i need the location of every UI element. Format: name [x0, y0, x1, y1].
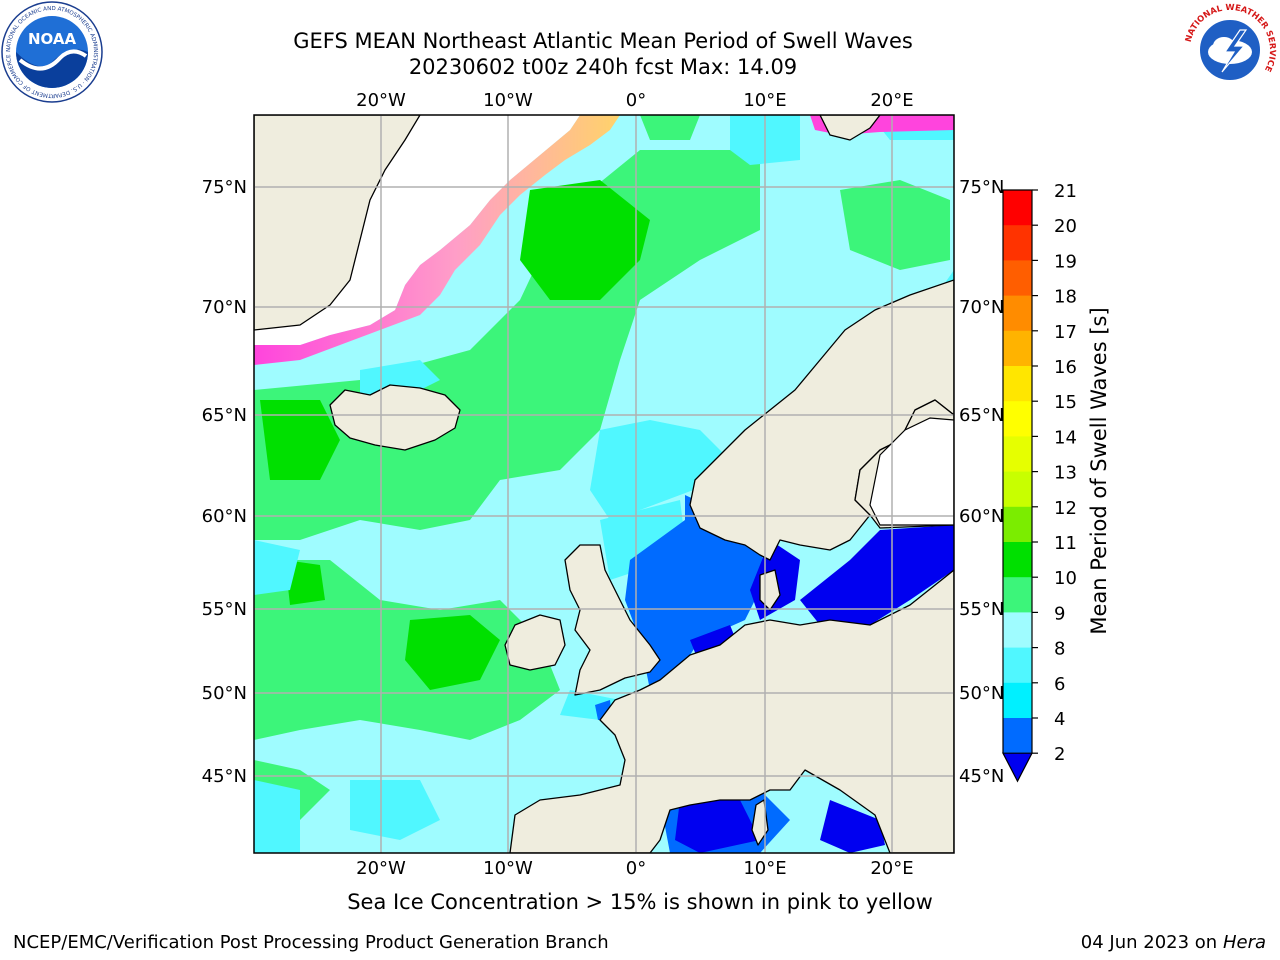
colorbar-segment: [1003, 190, 1032, 226]
nws-logo: NATIONAL WEATHER SERVICE: [1182, 2, 1278, 98]
lon-tick-label-bottom: 10°E: [743, 858, 786, 879]
chart-title: GEFS MEAN Northeast Atlantic Mean Period…: [293, 29, 913, 53]
swell-6-8s-areas: [254, 115, 954, 853]
chart-subtitle: 20230602 t00z 240h fcst Max: 14.09: [408, 55, 798, 79]
lat-labels-left: 75°N 70°N 65°N 60°N 55°N 50°N 45°N: [202, 177, 247, 787]
colorbar-tick-label: 8: [1054, 639, 1065, 660]
lat-tick-label-right: 75°N: [959, 177, 1004, 198]
colorbar-segment: [1003, 718, 1032, 754]
colorbar-label: Mean Period of Swell Waves [s]: [1087, 307, 1111, 634]
lat-tick-label-left: 65°N: [202, 405, 247, 426]
lon-tick-label-bottom: 10°W: [483, 858, 533, 879]
colorbar-tick-label: 18: [1054, 287, 1077, 308]
lon-labels-top: 20°W 10°W 0° 10°E 20°E: [356, 90, 913, 111]
colorbar-segment: [1003, 506, 1032, 543]
lat-tick-label-left: 70°N: [202, 297, 247, 318]
lon-labels-bottom: 20°W 10°W 0° 10°E 20°E: [356, 858, 913, 879]
colorbar-tick-label: 15: [1054, 392, 1077, 413]
lat-tick-label-right: 70°N: [959, 297, 1004, 318]
colorbar-tick-label: 21: [1054, 181, 1077, 202]
lat-tick-label-left: 55°N: [202, 599, 247, 620]
colorbar-segment: [1003, 366, 1032, 402]
footer-date: 04 Jun 2023 on Hera: [1081, 932, 1266, 953]
colorbar-tick-label: 13: [1054, 463, 1077, 484]
colorbar-tick-label: 20: [1054, 216, 1077, 237]
colorbar-segment: [1003, 260, 1032, 297]
lon-tick-label-bottom: 0°: [626, 858, 646, 879]
colorbar-tick-label: 6: [1054, 674, 1065, 695]
lat-tick-label-right: 45°N: [959, 766, 1004, 787]
swell-10-11s-areas: [260, 180, 650, 690]
colorbar-tick-label: 9: [1054, 603, 1065, 624]
lon-tick-label-bottom: 20°W: [356, 858, 406, 879]
colorbar-segment: [1003, 577, 1032, 613]
land-iceland: [329, 384, 461, 451]
colorbar-segment: [1003, 647, 1032, 684]
footer-machine: Hera: [1222, 932, 1266, 953]
land-svalbard: [819, 115, 881, 141]
colorbar-segment: [1003, 612, 1032, 649]
colorbar-segment: [1003, 471, 1032, 508]
lat-tick-label-right: 65°N: [959, 405, 1004, 426]
colorbar-tick-label: 16: [1054, 357, 1077, 378]
land-masses: [254, 115, 954, 853]
lat-tick-label-left: 75°N: [202, 177, 247, 198]
sea-ice-note: Sea Ice Concentration > 15% is shown in …: [347, 890, 933, 914]
map-frame: [253, 114, 955, 854]
colorbar: 21 20 19 18 17 16 15 14 13 12 11 10 9 8 6 4 2: [1002, 181, 1077, 783]
lon-tick-label-top: 20°E: [870, 90, 913, 111]
colorbar-tick-label: 19: [1054, 251, 1077, 272]
land-corsica-sardinia: [751, 799, 769, 846]
lon-tick-label-top: 10°E: [743, 90, 786, 111]
lat-tick-label-left: 45°N: [202, 766, 247, 787]
colorbar-tick-label: 4: [1054, 709, 1065, 730]
footer-date-text: 04 Jun 2023 on: [1080, 932, 1218, 953]
land-continental-europe: [509, 569, 954, 853]
lon-tick-label-top: 10°W: [483, 90, 533, 111]
colorbar-segment: [1003, 401, 1032, 437]
sea-ice-edge: [254, 115, 620, 365]
lat-tick-label-left: 60°N: [202, 506, 247, 527]
colorbar-tick-label: 10: [1054, 568, 1077, 589]
noaa-logo: NATIONAL OCEANIC AND ATMOSPHERIC ADMINIS…: [1, 1, 103, 103]
lat-tick-label-left: 50°N: [202, 683, 247, 704]
colorbar-segment: [1003, 225, 1032, 261]
colorbar-segment: [1003, 682, 1032, 719]
lon-tick-label-top: 0°: [626, 90, 646, 111]
lat-tick-label-right: 50°N: [959, 683, 1004, 704]
land-greenland: [254, 115, 421, 331]
colorbar-segment: [1003, 542, 1032, 578]
colorbar-segment: [1003, 295, 1032, 332]
noaa-logo-text: NOAA: [28, 30, 77, 48]
colorbar-tick-label: 11: [1054, 533, 1077, 554]
lon-tick-label-bottom: 20°E: [870, 858, 913, 879]
colorbar-tick-label: 12: [1054, 498, 1077, 519]
colorbar-tick-label: 2: [1054, 744, 1065, 765]
gulf-of-bothnia: [869, 417, 954, 526]
colorbar-extend-arrow: [1002, 752, 1033, 783]
colorbar-segment: [1003, 436, 1032, 473]
graticule: [254, 115, 954, 853]
colorbar-segment: [1003, 330, 1032, 367]
colorbar-tick-label: 17: [1054, 322, 1077, 343]
land-ireland: [504, 614, 566, 671]
map-panel: [254, 115, 954, 853]
footer-producer: NCEP/EMC/Verification Post Processing Pr…: [13, 932, 609, 953]
lat-tick-label-right: 55°N: [959, 599, 1004, 620]
lat-tick-label-right: 60°N: [959, 506, 1004, 527]
lon-tick-label-top: 20°W: [356, 90, 406, 111]
lat-labels-right: 75°N 70°N 65°N 60°N 55°N 50°N 45°N: [959, 177, 1004, 787]
colorbar-tick-label: 14: [1054, 427, 1077, 448]
